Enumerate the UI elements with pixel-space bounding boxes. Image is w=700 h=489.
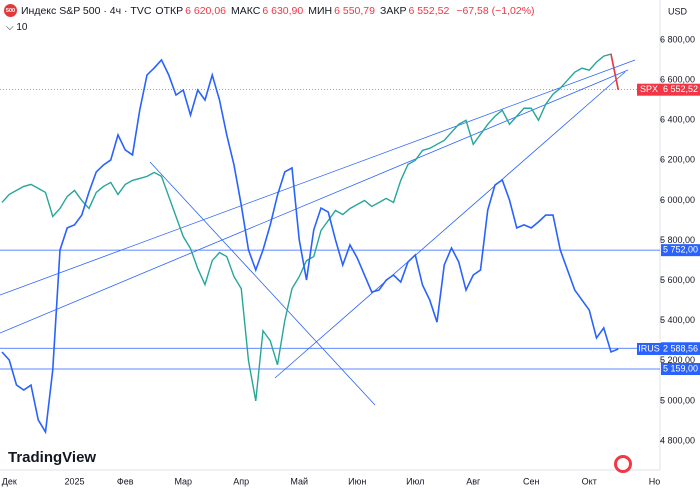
x-tick-label: Июл xyxy=(406,476,424,486)
x-tick-label: Фев xyxy=(117,476,134,486)
badge-label: 2 588,56 xyxy=(663,343,698,353)
y-tick-label: 4 800,00 xyxy=(660,435,695,445)
y-tick-label: 5 000,00 xyxy=(660,395,695,405)
ohlc-key: МАКС xyxy=(231,4,261,17)
logo: 500 xyxy=(4,4,17,17)
ohlc-value: 6 550,79 xyxy=(334,4,375,17)
badge-label: 5 159,00 xyxy=(663,363,698,373)
trendline xyxy=(274,71,626,379)
price-badge: SPX 6 552,52 xyxy=(637,83,700,96)
x-tick-label: Мар xyxy=(174,476,192,486)
series-line xyxy=(1,53,619,402)
badge-name: IRUS xyxy=(638,343,660,353)
header: 500 Индекс S&P 500 · 4ч · TVC ОТКР 6 620,… xyxy=(4,4,535,17)
y-tick-label: 6 400,00 xyxy=(660,115,695,125)
ohlc-value: 6 630,90 xyxy=(262,4,304,17)
price-badge: 5 159,00 xyxy=(661,363,700,376)
change: −67,58 (−1,02%) xyxy=(456,4,535,17)
trendlines xyxy=(0,59,636,406)
y-tick-label: 6 800,00 xyxy=(660,34,695,44)
x-tick-label: Май xyxy=(290,476,308,486)
y-tick-label: 6 600,00 xyxy=(660,75,695,85)
title: Индекс S&P 500 · 4ч · TVC xyxy=(21,4,152,17)
ohlc-key: ОТКР xyxy=(155,4,184,17)
indicators[interactable]: ⌵ 10 xyxy=(6,22,28,33)
badge-bg xyxy=(661,244,700,257)
badge-name: SPX xyxy=(640,84,658,94)
x-tick-label: Но xyxy=(649,476,661,486)
ohlc-key: ЗАКР xyxy=(379,4,407,17)
flag-icon xyxy=(617,458,629,470)
price-badge: IRUS 2 588,56 xyxy=(637,342,700,355)
y-tick-label: 6 000,00 xyxy=(660,195,695,205)
x-tick-label: Апр xyxy=(233,476,249,486)
y-tick-label: 5 200,00 xyxy=(660,355,695,365)
badge-bg xyxy=(637,83,661,96)
series-line xyxy=(1,58,619,435)
brand: TradingView xyxy=(8,449,96,466)
ohlc: ОТКР 6 620,06 МАКС 6 630,90 МИН 6 550,79 ЗАКР 6… xyxy=(155,5,452,17)
y-tick-label: 5 400,00 xyxy=(660,315,695,325)
x-tick-label: Дек xyxy=(2,476,17,486)
badge-label: 6 552,52 xyxy=(663,84,698,94)
price-badge: 5 752,00 xyxy=(661,244,700,257)
currency: USD xyxy=(668,6,688,16)
trendline xyxy=(149,161,376,406)
y-tick-label: 6 200,00 xyxy=(660,155,695,165)
badge-bg xyxy=(661,83,700,96)
badge-bg xyxy=(661,363,700,376)
last-segment xyxy=(610,53,620,90)
badge-bg xyxy=(661,342,700,355)
x-tick-label: Окт xyxy=(582,476,597,486)
trendline xyxy=(0,69,629,334)
brand-text: TradingView xyxy=(8,449,97,466)
trendline xyxy=(0,59,636,296)
ohlc-value: 6 552,52 xyxy=(408,4,450,17)
ohlc-value: 6 620,06 xyxy=(185,4,226,17)
x-tick-label: Сен xyxy=(523,476,540,486)
x-tick-label: Июн xyxy=(348,476,366,486)
indicator-count: 10 xyxy=(16,22,28,33)
ohlc-key: МИН xyxy=(308,4,333,17)
badge-label: 5 752,00 xyxy=(663,245,698,255)
x-tick-label: Авг xyxy=(466,476,481,486)
x-tick-label: 2025 xyxy=(64,476,84,486)
y-tick-label: 5 600,00 xyxy=(660,275,695,285)
badge-bg xyxy=(637,342,661,355)
y-tick-label: 5 800,00 xyxy=(660,235,695,245)
